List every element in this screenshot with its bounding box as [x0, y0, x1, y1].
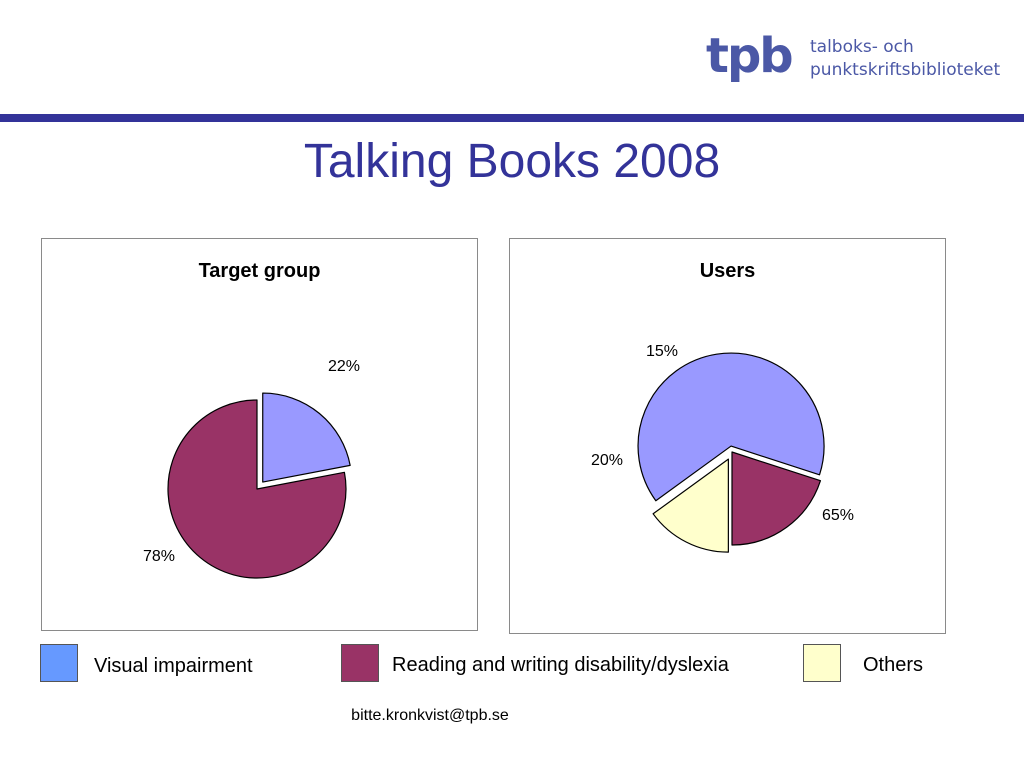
users-chart-title: Users: [699, 260, 756, 282]
logo-mark: tpb: [706, 28, 794, 84]
chart-legend: Visual impairment Reading and writing di…: [0, 644, 1024, 688]
pie-slice-visual-impairment: [637, 352, 825, 502]
legend-swatch-visual-impairment: [40, 644, 78, 682]
pie-label-visual-impairment: 65%: [822, 507, 854, 524]
pie-slice-visual-impairment: [262, 392, 351, 483]
legend-label-reading-disability: Reading and writing disability/dyslexia: [392, 654, 729, 676]
legend-label-visual-impairment: Visual impairment: [94, 655, 253, 677]
pie-slice-reading-disability: [731, 451, 822, 546]
legend-swatch-reading-disability: [341, 644, 379, 682]
pie-label-others: 15%: [646, 343, 678, 360]
users-pie-chart: 65% 20% 15%: [591, 343, 854, 553]
target-group-pie-chart: 22% 78%: [143, 358, 360, 579]
tpb-logo: tpb talboks- och punktskriftsbiblioteket: [706, 28, 1006, 90]
slide-title: Talking Books 2008: [303, 135, 721, 188]
logo-line-2: punktskriftsbiblioteket: [810, 60, 1001, 80]
target-group-chart-panel: Target group 22% 78%: [41, 238, 478, 631]
pie-label-reading-disability: 78%: [143, 548, 175, 565]
logo-text: talboks- och punktskriftsbiblioteket: [810, 36, 1000, 82]
header-rule: [0, 114, 1024, 122]
pie-slice-others: [652, 458, 729, 553]
pie-label-visual-impairment: 22%: [328, 358, 360, 375]
pie-slice-reading-disability: [167, 399, 347, 579]
users-chart-panel: Users 65% 20% 15%: [509, 238, 946, 634]
legend-swatch-others: [803, 644, 841, 682]
pie-label-reading-disability: 20%: [591, 452, 623, 469]
contact-email: bitte.kronkvist@tpb.se: [351, 707, 509, 724]
legend-label-others: Others: [863, 654, 924, 676]
target-group-chart-title: Target group: [198, 260, 321, 282]
logo-line-1: talboks- och: [810, 37, 914, 57]
